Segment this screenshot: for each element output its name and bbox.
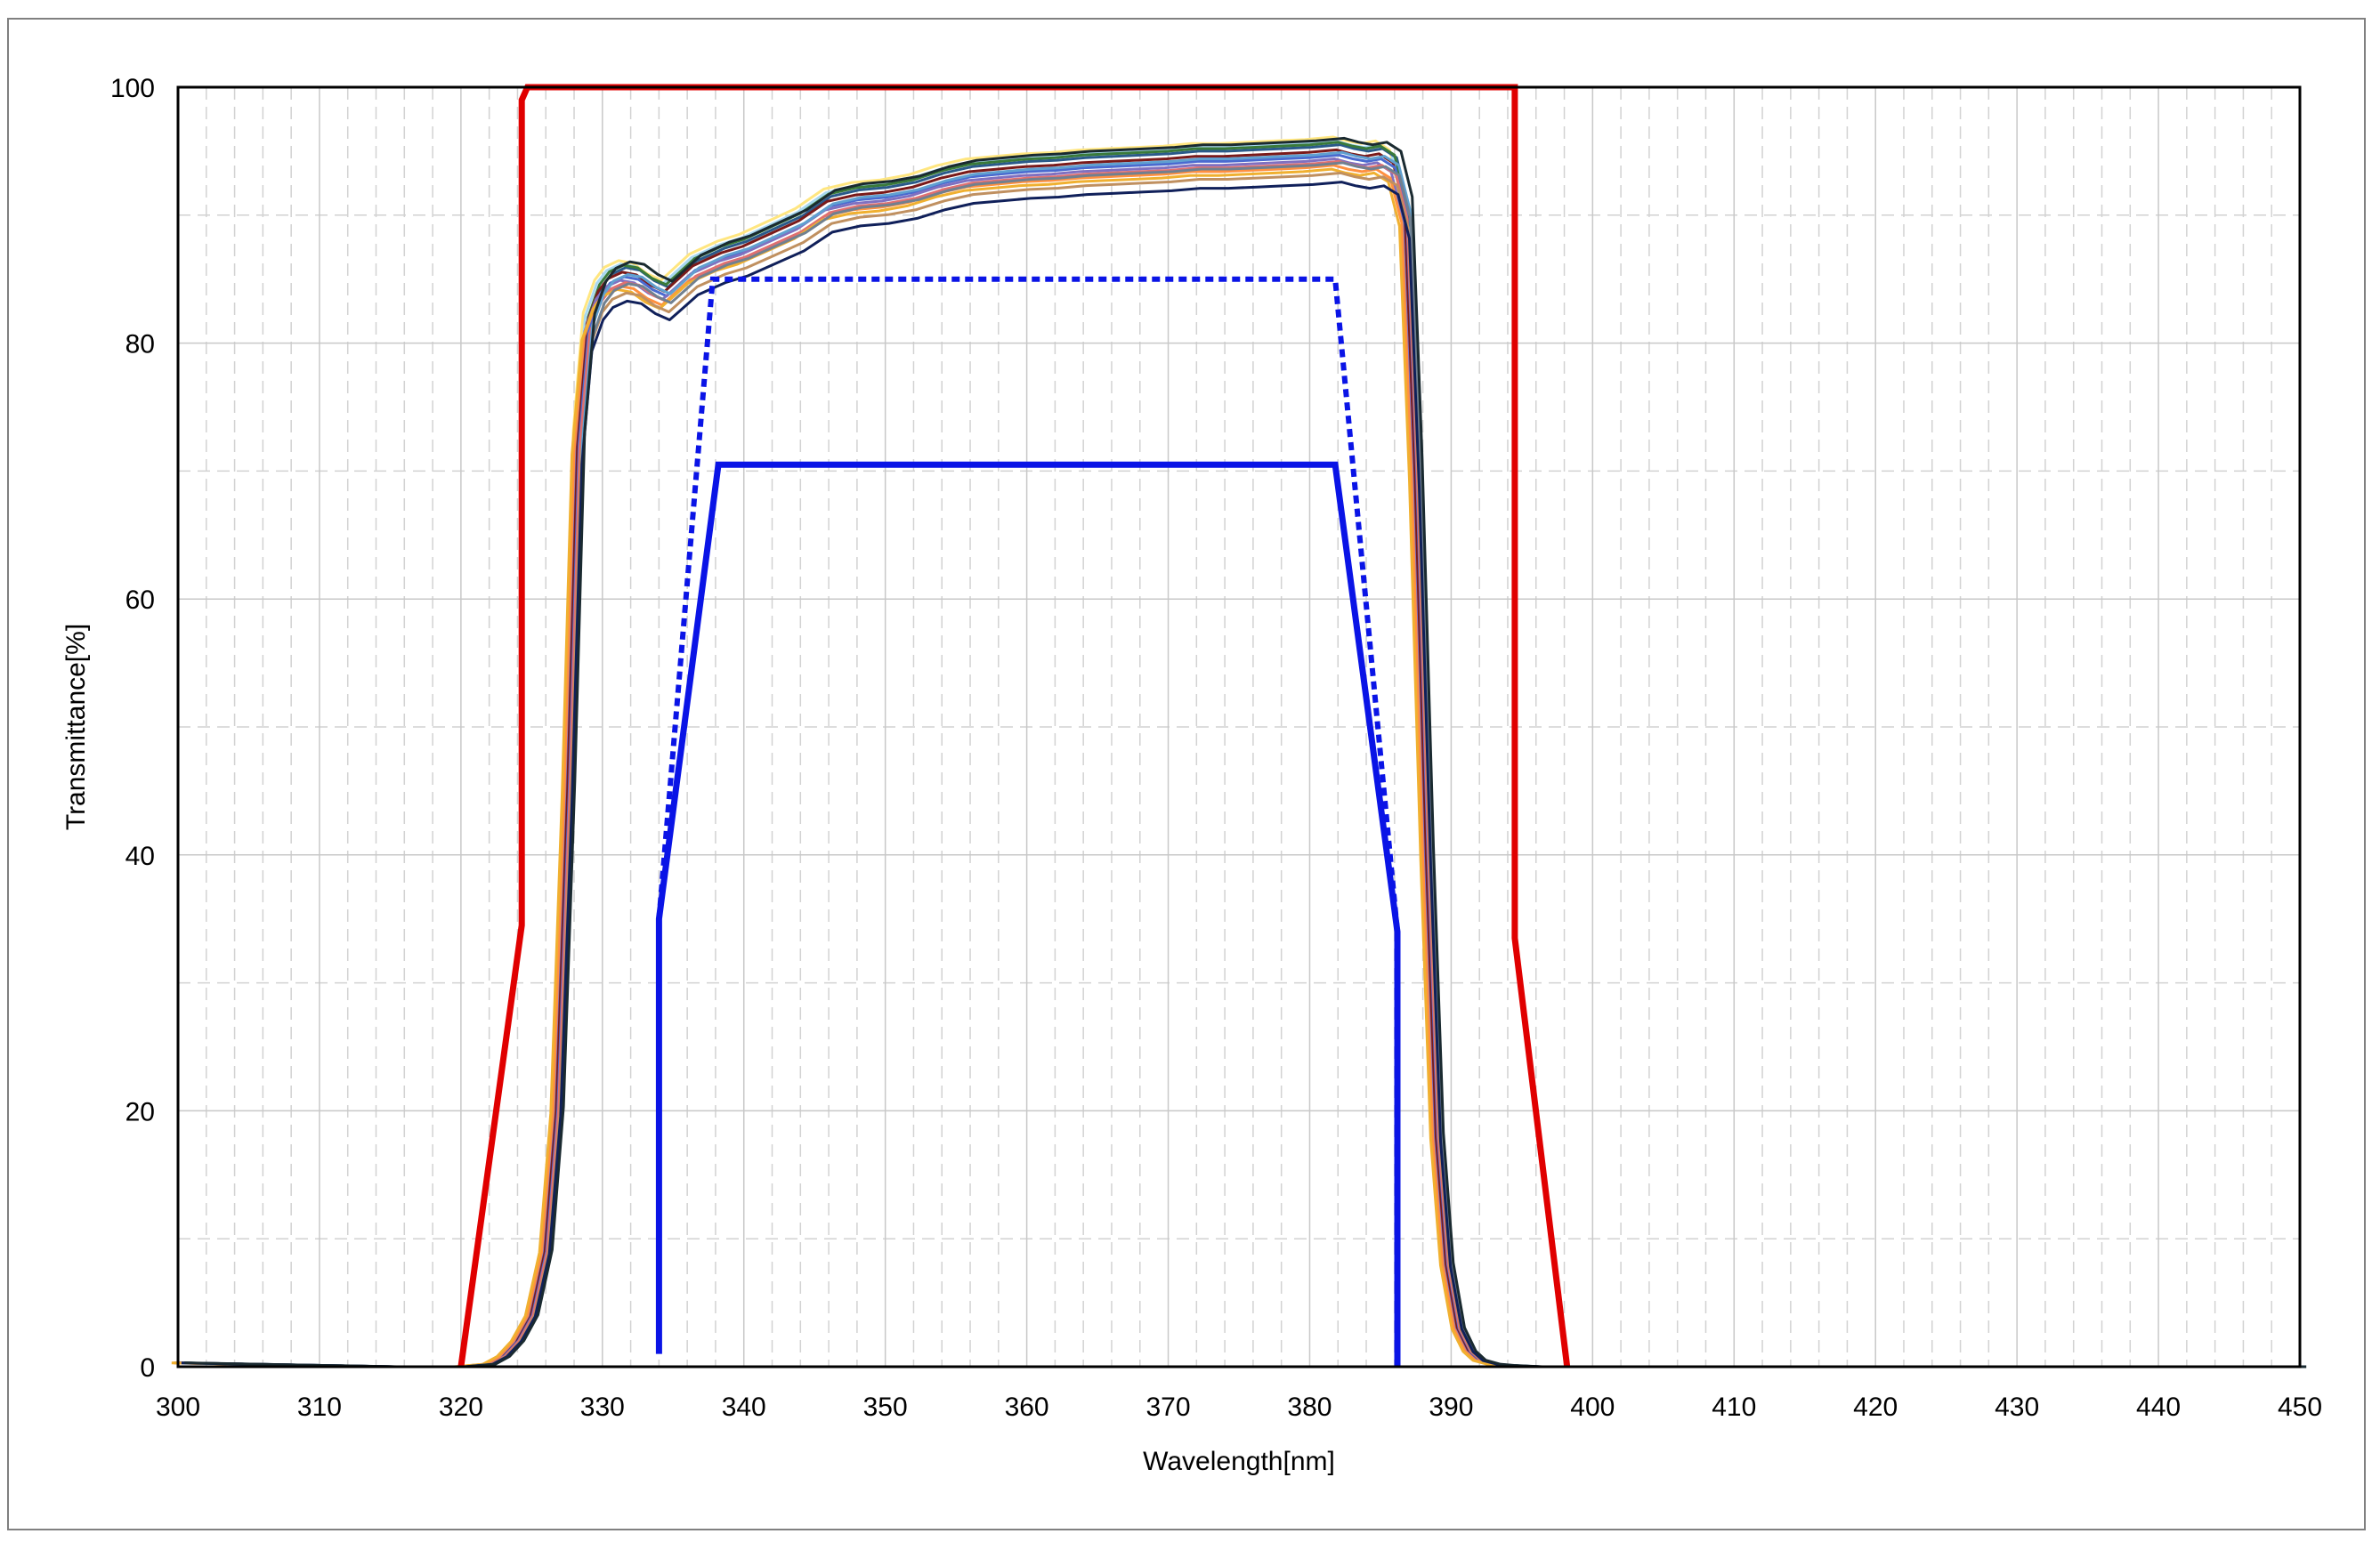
x-axis-title: Wavelength[nm] bbox=[1143, 1447, 1335, 1476]
x-tick-label: 430 bbox=[1995, 1393, 2039, 1422]
x-tick-label: 350 bbox=[863, 1393, 908, 1422]
x-tick-label: 370 bbox=[1146, 1393, 1191, 1422]
measured-series-line bbox=[176, 148, 2299, 1368]
chart-frame bbox=[7, 18, 2366, 1530]
x-tick-label: 390 bbox=[1429, 1393, 1473, 1422]
x-tick-label: 380 bbox=[1287, 1393, 1332, 1422]
minor-gridlines bbox=[178, 87, 2300, 1367]
y-tick-label: 20 bbox=[125, 1097, 155, 1126]
blue-solid-limit-line bbox=[655, 461, 1401, 1367]
y-axis-ticks: 0 20 40 60 80 100 bbox=[110, 74, 155, 1383]
x-tick-label: 340 bbox=[722, 1393, 766, 1422]
measured-series-layer bbox=[171, 135, 2307, 1368]
x-tick-label: 310 bbox=[297, 1393, 342, 1422]
y-tick-label: 60 bbox=[125, 585, 155, 615]
y-axis-title: Transmittance[%] bbox=[61, 624, 91, 830]
y-tick-label: 40 bbox=[125, 842, 155, 871]
x-tick-label: 450 bbox=[2278, 1393, 2322, 1422]
x-tick-label: 400 bbox=[1570, 1393, 1615, 1422]
x-tick-label: 330 bbox=[580, 1393, 625, 1422]
measured-series-line bbox=[171, 167, 2294, 1368]
x-tick-label: 420 bbox=[1853, 1393, 1898, 1422]
x-tick-label: 300 bbox=[156, 1393, 200, 1422]
plot-border bbox=[176, 85, 2302, 1368]
x-tick-label: 440 bbox=[2136, 1393, 2181, 1422]
measured-series-line bbox=[184, 136, 2307, 1368]
y-tick-label: 100 bbox=[110, 74, 155, 103]
x-tick-label: 360 bbox=[1005, 1393, 1049, 1422]
y-tick-label: 80 bbox=[125, 330, 155, 359]
blue-dotted-limit-line bbox=[656, 276, 1400, 932]
x-tick-label: 320 bbox=[439, 1393, 483, 1422]
x-tick-label: 410 bbox=[1712, 1393, 1756, 1422]
x-axis-ticks: 300 310 320 330 340 350 360 370 380 390 400 410 420 4… bbox=[156, 1393, 2322, 1422]
measured-series-line bbox=[181, 181, 2303, 1368]
y-tick-label: 0 bbox=[140, 1353, 155, 1383]
